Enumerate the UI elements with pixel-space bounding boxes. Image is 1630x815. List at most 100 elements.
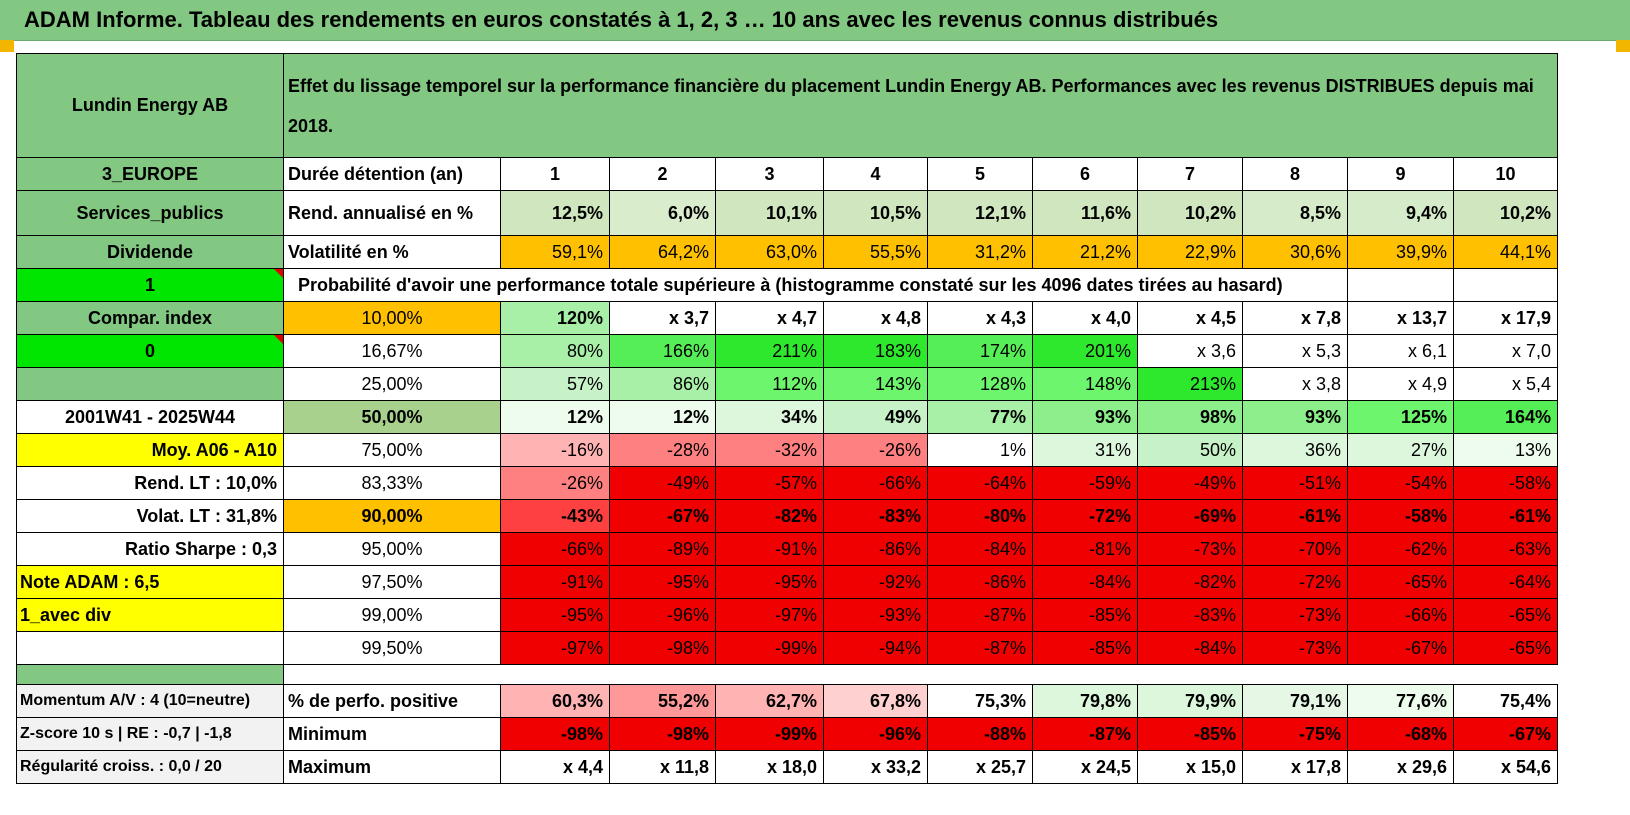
annual-return-value: 12,5% (500, 190, 610, 236)
summary-value: x 29,6 (1347, 750, 1454, 784)
probability-row: 99,50% -97% -98% -99% -94% -87% -85% -84% -73% -6… (16, 631, 1558, 665)
summary-value: x 18,0 (715, 750, 824, 784)
year-header: 4 (823, 157, 928, 191)
report-banner: ADAM Informe. Tableau des rendements en … (0, 0, 1630, 41)
probability-value: x 4,9 (1347, 367, 1454, 401)
probability-value: x 5,4 (1453, 367, 1558, 401)
asset-name: Lundin Energy AB (16, 53, 284, 158)
probability-value: 34% (715, 400, 824, 434)
volatility-label: Volatilité en % (283, 235, 501, 269)
probability-value: -67% (1347, 631, 1454, 665)
probability-value: 148% (1032, 367, 1138, 401)
probability-value: -49% (1137, 466, 1243, 500)
probability-value: -97% (715, 598, 824, 632)
probability-value: -61% (1242, 499, 1348, 533)
summary-side-info: Z-score 10 s | RE : -0,7 | -1,8 (16, 717, 284, 751)
probability-value: -63% (1453, 532, 1558, 566)
probability-value: x 4,5 (1137, 301, 1243, 335)
probability-value: 80% (500, 334, 610, 368)
spacer-cell (283, 664, 1558, 685)
summary-value: 67,8% (823, 684, 928, 718)
annual-return-value: 10,2% (1137, 190, 1243, 236)
summary-side-info: Régularité croiss. : 0,0 / 20 (16, 750, 284, 784)
probability-value: -57% (715, 466, 824, 500)
sector-label: Services_publics (16, 190, 284, 236)
probability-value: -62% (1347, 532, 1454, 566)
summary-value: x 54,6 (1453, 750, 1558, 784)
annual-return-value: 8,5% (1242, 190, 1348, 236)
probability-value: -92% (823, 565, 928, 599)
probability-value: x 13,7 (1347, 301, 1454, 335)
summary-value: 79,9% (1137, 684, 1243, 718)
probability-row: 2001W41 - 2025W44 50,00% 12% 12% 34% 49% 77% 93… (16, 400, 1558, 434)
summary-value: 75,3% (927, 684, 1033, 718)
summary-value: x 24,5 (1032, 750, 1138, 784)
probability-row: 0 16,67% 80% 166% 211% 183% 174% 201% x 3,6 x 5,3… (16, 334, 1558, 368)
probability-row: 25,00% 57% 86% 112% 143% 128% 148% 213% x 3,8 x 4… (16, 367, 1558, 401)
probability-value: 98% (1137, 400, 1243, 434)
summary-label: % de perfo. positive (283, 684, 501, 718)
probability-value: -49% (609, 466, 716, 500)
probability-level: 83,33% (283, 466, 501, 500)
summary-value: -87% (1032, 717, 1138, 751)
side-info (16, 367, 284, 401)
year-header: 8 (1242, 157, 1348, 191)
summary-value: -67% (1453, 717, 1558, 751)
probability-value: -61% (1453, 499, 1558, 533)
probability-value: 77% (927, 400, 1033, 434)
year-header: 5 (927, 157, 1033, 191)
spacer-cell (16, 664, 284, 685)
summary-value: x 15,0 (1137, 750, 1243, 784)
probability-value: -26% (823, 433, 928, 467)
probability-value: -81% (1032, 532, 1138, 566)
probability-value: 128% (927, 367, 1033, 401)
probability-value: 120% (500, 301, 610, 335)
probability-value: -65% (1453, 598, 1558, 632)
summary-value: x 33,2 (823, 750, 928, 784)
probability-value: x 3,7 (609, 301, 716, 335)
probability-row: Ratio Sharpe : 0,3 95,00% -66% -89% -91% -86%… (16, 532, 1558, 566)
probability-value: -64% (1453, 565, 1558, 599)
side-info: Ratio Sharpe : 0,3 (16, 532, 284, 566)
summary-value: -85% (1137, 717, 1243, 751)
probability-level: 99,00% (283, 598, 501, 632)
summary-value: x 4,4 (500, 750, 610, 784)
volatility-value: 30,6% (1242, 235, 1348, 269)
probability-value: 93% (1032, 400, 1138, 434)
probability-value: 201% (1032, 334, 1138, 368)
probability-row: 1_avec div 99,00% -95% -96% -97% -93% -87% -85%… (16, 598, 1558, 632)
probability-value: -67% (609, 499, 716, 533)
summary-value: -68% (1347, 717, 1454, 751)
probability-value: x 7,8 (1242, 301, 1348, 335)
probability-value: 164% (1453, 400, 1558, 434)
right-corner-marker (1616, 40, 1630, 52)
probability-value: -89% (609, 532, 716, 566)
probability-value: x 4,3 (927, 301, 1033, 335)
summary-value: 75,4% (1453, 684, 1558, 718)
probability-value: -84% (1032, 565, 1138, 599)
probability-value: -32% (715, 433, 824, 467)
summary-row: Momentum A/V : 4 (10=neutre)% de perfo. … (16, 684, 1558, 718)
probability-value: 31% (1032, 433, 1138, 467)
probability-level: 90,00% (283, 499, 501, 533)
probability-value: -65% (1347, 565, 1454, 599)
flag-cell: 1 (16, 268, 284, 302)
probability-value: -43% (500, 499, 610, 533)
probability-value: -26% (500, 466, 610, 500)
holding-duration-label: Durée détention (an) (283, 157, 501, 191)
probability-level: 75,00% (283, 433, 501, 467)
side-info: 1_avec div (16, 598, 284, 632)
probability-level: 16,67% (283, 334, 501, 368)
report-title: ADAM Informe. Tableau des rendements en … (24, 7, 1219, 32)
probability-value: -58% (1453, 466, 1558, 500)
probability-value: -93% (823, 598, 928, 632)
side-info (16, 631, 284, 665)
summary-value: 55,2% (609, 684, 716, 718)
summary-label: Minimum (283, 717, 501, 751)
volatility-value: 64,2% (609, 235, 716, 269)
summary-value: 79,8% (1032, 684, 1138, 718)
summary-value: x 11,8 (609, 750, 716, 784)
probability-value: -64% (927, 466, 1033, 500)
summary-value: -98% (500, 717, 610, 751)
probability-value: -86% (823, 532, 928, 566)
